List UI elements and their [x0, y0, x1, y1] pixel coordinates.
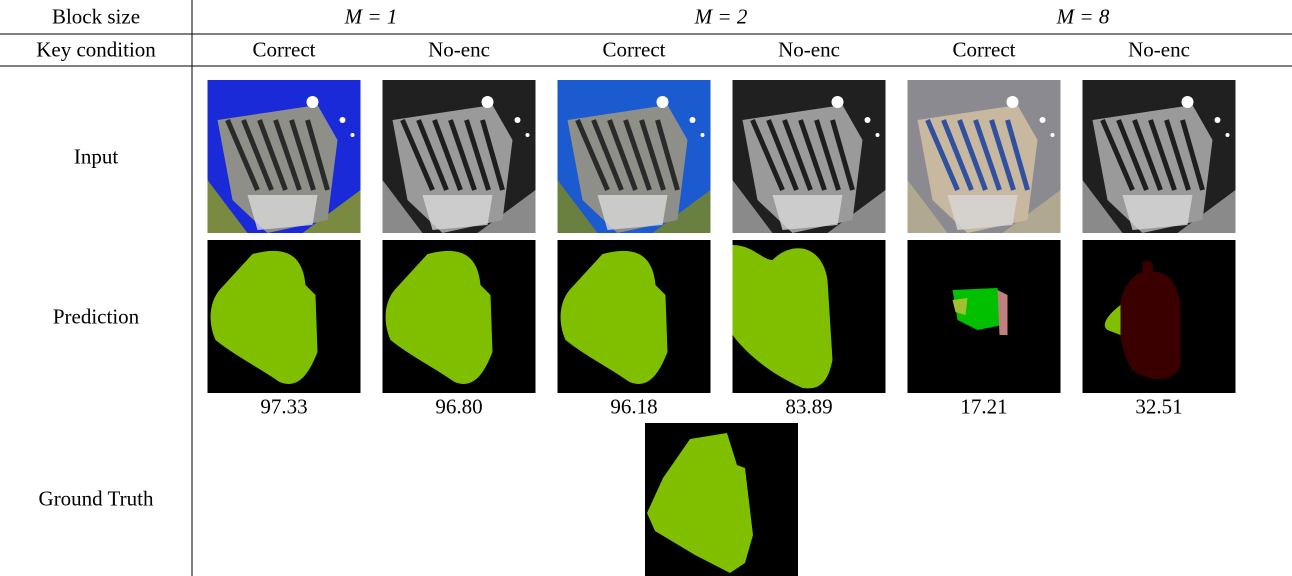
image-part	[482, 96, 494, 108]
key-condition: Correct	[953, 38, 1016, 63]
image-part	[1215, 117, 1221, 123]
image-part	[526, 133, 530, 137]
image-part	[351, 133, 355, 137]
row-header: Block size	[52, 5, 140, 30]
image-part	[307, 96, 319, 108]
image-part	[701, 133, 705, 137]
row-header: Key condition	[36, 38, 156, 63]
image-part	[1007, 96, 1019, 108]
block-size: M = 8	[1057, 5, 1110, 30]
score: 83.89	[785, 395, 832, 420]
input-image	[558, 80, 711, 233]
ground-truth-image	[645, 423, 798, 576]
image-part	[832, 96, 844, 108]
row-label: Ground Truth	[39, 487, 154, 512]
image-part	[865, 117, 871, 123]
input-image	[908, 80, 1061, 233]
image-part	[876, 133, 880, 137]
input-image	[733, 80, 886, 233]
figure-graphics	[0, 0, 1292, 576]
input-image	[1083, 80, 1236, 233]
prediction-image	[208, 240, 361, 393]
image-part	[948, 195, 1018, 230]
row-label: Input	[74, 145, 118, 170]
key-condition: No-enc	[1128, 38, 1190, 63]
image-part	[1040, 117, 1046, 123]
image-part	[1123, 195, 1193, 230]
input-image	[383, 80, 536, 233]
score: 97.33	[260, 395, 307, 420]
image-part	[690, 117, 696, 123]
image-part	[248, 195, 318, 230]
prediction-image	[908, 240, 1061, 393]
prediction-image	[383, 240, 536, 393]
image-part	[598, 195, 668, 230]
image-part	[423, 195, 493, 230]
key-condition: No-enc	[778, 38, 840, 63]
input-image	[208, 80, 361, 233]
key-condition: No-enc	[428, 38, 490, 63]
score: 17.21	[960, 395, 1007, 420]
prediction-image	[733, 240, 886, 393]
image-part	[340, 117, 346, 123]
image-part	[515, 117, 521, 123]
key-condition: Correct	[253, 38, 316, 63]
prediction-image	[1083, 240, 1236, 393]
image-part	[773, 195, 843, 230]
image-part	[657, 96, 669, 108]
image-part	[1182, 96, 1194, 108]
block-size: M = 1	[345, 5, 398, 30]
prediction-image	[558, 240, 711, 393]
score: 96.80	[435, 395, 482, 420]
block-size: M = 2	[695, 5, 748, 30]
score: 32.51	[1135, 395, 1182, 420]
figure: Block size Key condition M = 1 M = 2 M = 8 Co…	[0, 0, 1292, 576]
image-part	[1051, 133, 1055, 137]
row-label: Prediction	[53, 305, 139, 330]
score: 96.18	[610, 395, 657, 420]
image-part	[1226, 133, 1230, 137]
key-condition: Correct	[603, 38, 666, 63]
